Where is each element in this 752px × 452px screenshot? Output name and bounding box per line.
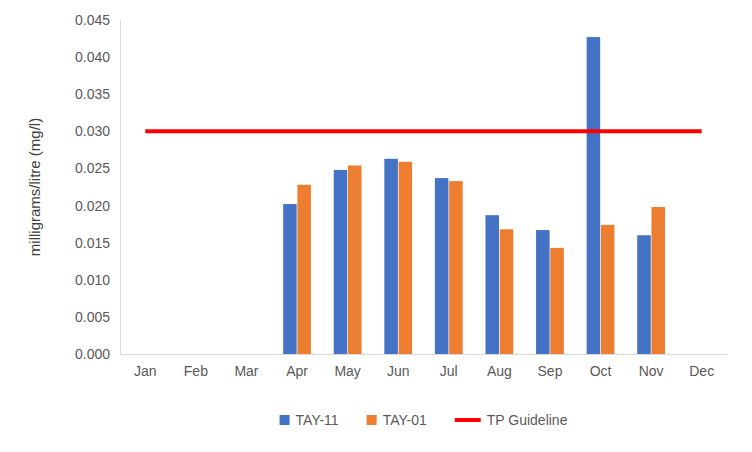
x-tick-label: Jan [134, 363, 157, 379]
y-axis-title: milligrams/litre (mg/l) [26, 118, 43, 256]
x-tick: Aug [487, 354, 512, 379]
bar [587, 37, 601, 354]
bar [384, 159, 398, 354]
plot-area: 0.000 0.005 0.010 0.015 0.020 0.025 0.030 0.035… [75, 12, 728, 379]
bar [435, 178, 449, 354]
y-tick-label: 0.035 [75, 86, 110, 102]
y-tick: 0.030 [75, 123, 120, 139]
bar [399, 162, 413, 354]
x-tick-label: Jul [440, 363, 458, 379]
y-tick: 0.015 [75, 235, 120, 251]
x-tick: Apr [286, 354, 308, 379]
x-tick: Feb [184, 354, 208, 379]
y-tick-label: 0.010 [75, 272, 110, 288]
y-tick: 0.035 [75, 86, 120, 102]
bar [449, 181, 463, 354]
x-tick: Mar [234, 354, 258, 379]
y-axis: 0.000 0.005 0.010 0.015 0.020 0.025 0.030 0.035… [75, 12, 121, 362]
bar [297, 185, 311, 354]
y-tick: 0.010 [75, 272, 120, 288]
y-tick: 0.005 [75, 309, 120, 325]
y-tick-label: 0.045 [75, 12, 110, 28]
legend-label: TAY-11 [296, 412, 339, 428]
x-tick-label: Dec [689, 363, 714, 379]
legend-label: TP Guideline [487, 412, 568, 428]
x-axis: Jan Feb Mar Apr May Jun Jul Aug Sep Oct Nov Dec [121, 354, 728, 379]
bar [283, 204, 297, 354]
x-tick: Jan [134, 354, 157, 379]
legend: TAY-11 TAY-01 TP Guideline [280, 412, 568, 428]
x-tick-label: Feb [184, 363, 208, 379]
x-tick: Dec [689, 354, 714, 379]
y-tick-label: 0.025 [75, 160, 110, 176]
x-tick: Oct [590, 354, 612, 379]
y-tick: 0.020 [75, 198, 120, 214]
bar-series [297, 162, 665, 354]
bar [536, 230, 550, 354]
x-tick-label: Aug [487, 363, 512, 379]
x-tick: Sep [537, 354, 562, 379]
legend-label: TAY-01 [383, 412, 427, 428]
bar [601, 225, 615, 354]
y-tick: 0.040 [75, 49, 120, 65]
bar [334, 170, 348, 354]
x-tick-label: Apr [286, 363, 308, 379]
y-tick: 0.000 [75, 346, 120, 362]
bar [485, 215, 499, 354]
bar-series [283, 37, 651, 354]
legend-item: TP Guideline [455, 412, 568, 428]
legend-swatch [280, 415, 290, 425]
x-tick-label: Oct [590, 363, 612, 379]
bar [637, 235, 651, 354]
y-tick: 0.025 [75, 160, 120, 176]
marks [145, 37, 701, 354]
y-tick-label: 0.020 [75, 198, 110, 214]
x-tick: Nov [639, 354, 664, 379]
x-tick-label: Mar [234, 363, 258, 379]
legend-swatch [367, 415, 377, 425]
x-tick-label: May [334, 363, 360, 379]
y-tick-label: 0.040 [75, 49, 110, 65]
x-axis-line [121, 354, 728, 355]
bar [348, 165, 362, 354]
y-tick-label: 0.005 [75, 309, 110, 325]
bar [500, 229, 514, 354]
legend-item: TAY-11 [280, 412, 339, 428]
x-tick-label: Jun [387, 363, 410, 379]
y-tick-label: 0.015 [75, 235, 110, 251]
x-tick: Jun [387, 354, 410, 379]
bar [550, 248, 564, 354]
legend-swatch [455, 418, 481, 422]
y-tick-label: 0.030 [75, 123, 110, 139]
y-axis-line [120, 21, 121, 355]
chart: 0.000 0.005 0.010 0.015 0.020 0.025 0.030 0.035… [0, 0, 752, 452]
x-tick-label: Nov [639, 363, 664, 379]
x-tick: May [334, 354, 360, 379]
legend-item: TAY-01 [367, 412, 427, 428]
y-tick-label: 0.000 [75, 346, 110, 362]
x-tick: Jul [440, 354, 458, 379]
bar [651, 207, 665, 354]
y-tick: 0.045 [75, 12, 120, 28]
x-tick-label: Sep [537, 363, 562, 379]
line [145, 129, 701, 133]
